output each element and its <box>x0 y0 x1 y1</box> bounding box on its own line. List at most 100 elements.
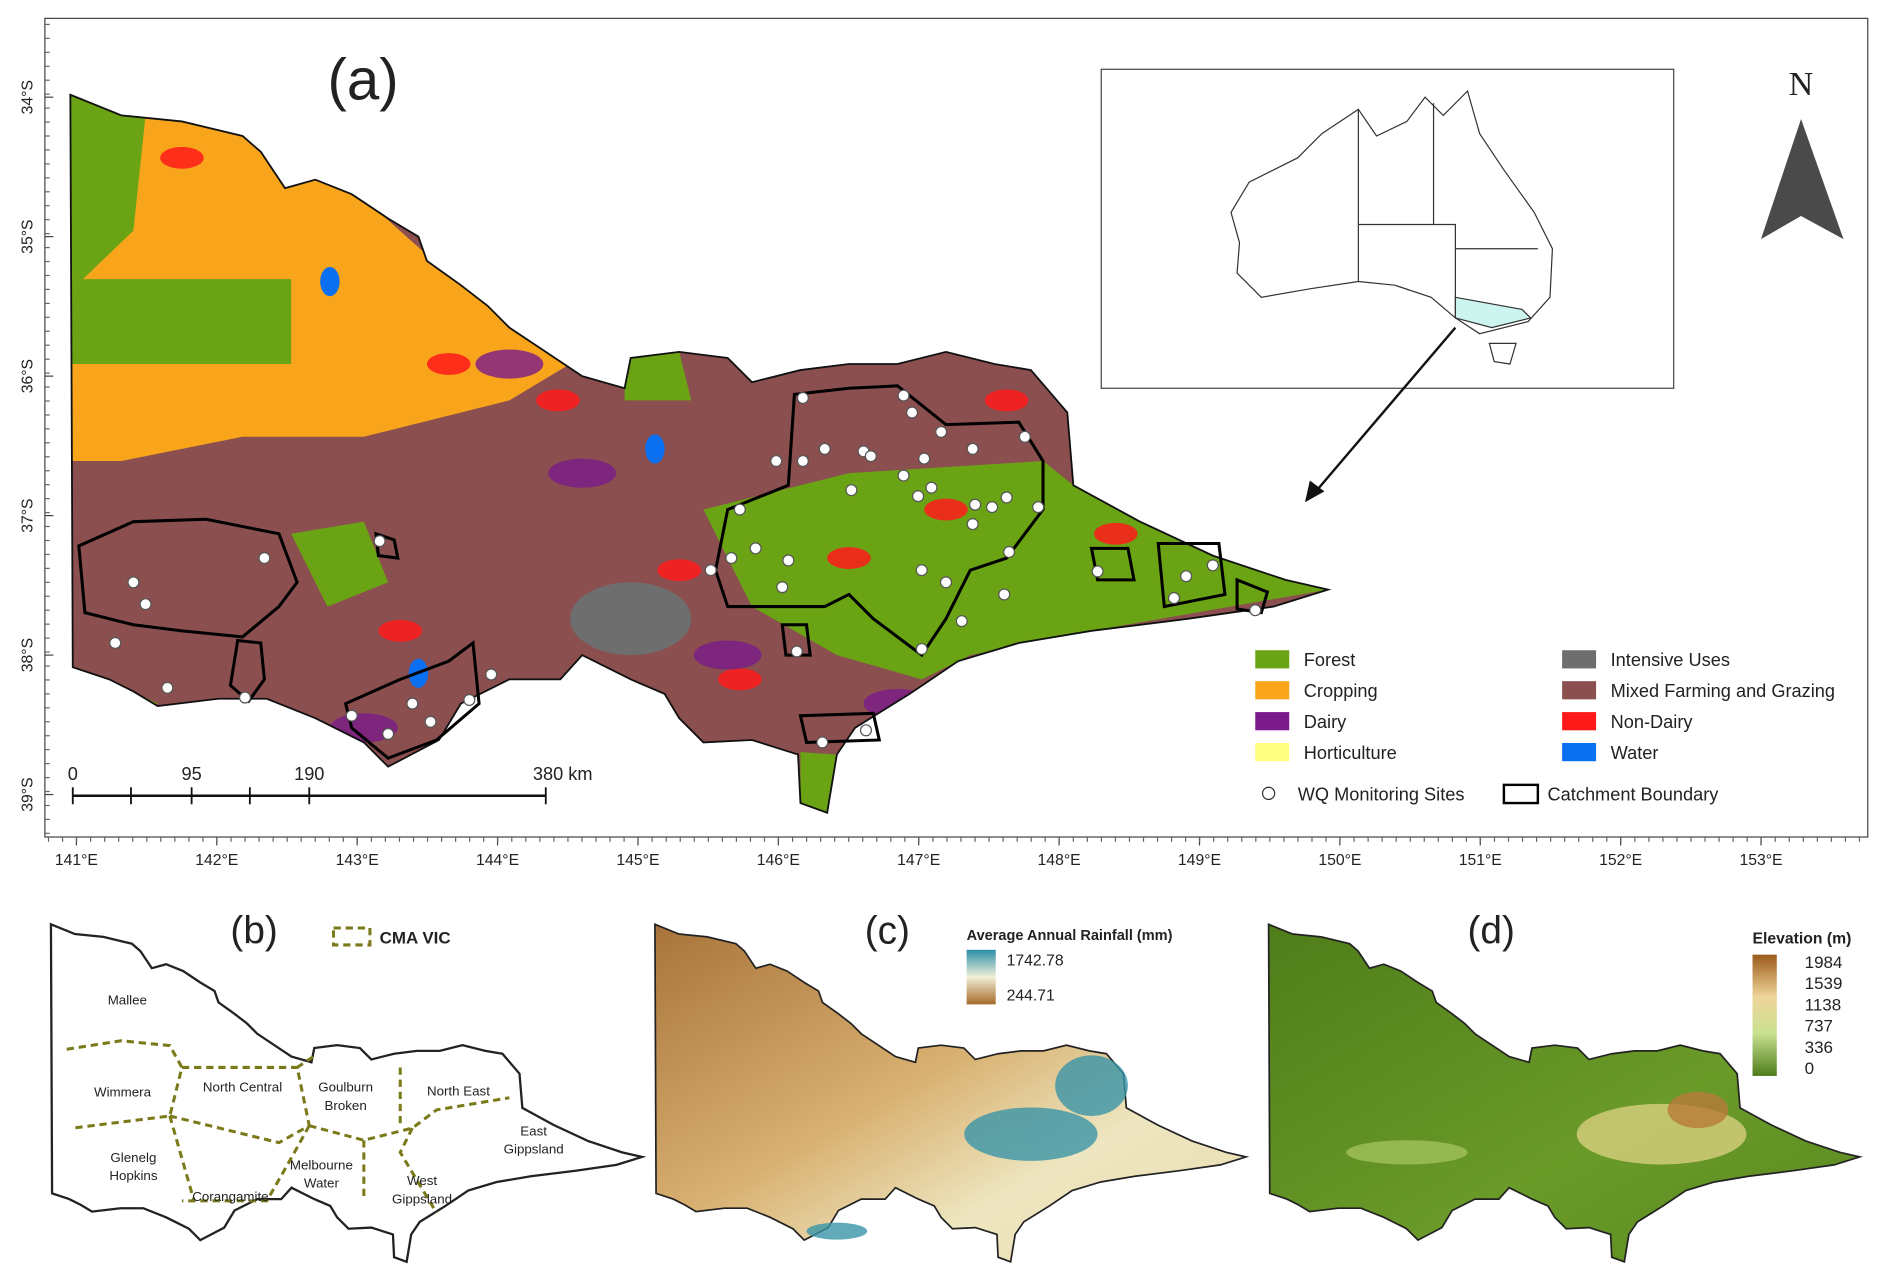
non-dairy <box>984 389 1029 412</box>
wq-site <box>345 709 358 722</box>
wq-site <box>925 481 938 494</box>
lon-label: 149°E <box>1178 852 1221 869</box>
region-label: West <box>407 1173 437 1188</box>
lon-label: 153°E <box>1739 852 1782 869</box>
scale-label: 190 <box>294 764 324 784</box>
colorbar-label: 1984 <box>1805 953 1843 972</box>
cma-boundaries <box>66 1039 510 1214</box>
region-label: Water <box>304 1176 340 1191</box>
lat-label: 39°S <box>20 777 37 811</box>
wq-site <box>1032 501 1045 514</box>
panel-label: (d) <box>1468 910 1515 953</box>
wq-site <box>915 564 928 577</box>
legend-label: Catchment Boundary <box>1548 785 1720 805</box>
lon-label: 144°E <box>476 852 519 869</box>
wq-site <box>1167 592 1181 605</box>
wq-site <box>109 636 122 650</box>
region-label: North Central <box>203 1080 282 1095</box>
legend-label: WQ Monitoring Sites <box>1298 785 1465 805</box>
non-dairy <box>378 619 423 642</box>
dairy <box>548 458 617 488</box>
north-arrow <box>1761 119 1844 240</box>
region-label: East <box>520 1123 547 1138</box>
lon-label: 151°E <box>1459 852 1502 869</box>
wq-site <box>845 484 858 497</box>
regions: Mallee Wimmera North Central Goulburn Broken… <box>94 992 564 1206</box>
colorbar-label: 1742.78 <box>1007 953 1064 970</box>
colorbar-label: 244.71 <box>1007 988 1055 1005</box>
non-dairy <box>426 353 471 375</box>
wq-site <box>966 518 979 531</box>
wq-site <box>463 693 476 707</box>
wq-site <box>1206 559 1219 572</box>
wq-site <box>373 535 386 548</box>
wq-site <box>1018 430 1031 443</box>
lat-label: 38°S <box>20 638 37 672</box>
forest <box>109 521 389 716</box>
wq-site <box>139 598 152 611</box>
lon-label: 145°E <box>616 852 659 869</box>
non-dairy <box>717 668 762 691</box>
non-dairy <box>827 547 871 569</box>
colorbar-label: 737 <box>1805 1017 1833 1036</box>
legend-label: Horticulture <box>1304 743 1397 763</box>
scale-bar: 0 95 190 380 km <box>68 764 593 805</box>
legend-title: Elevation (m) <box>1753 931 1852 948</box>
wq-site <box>733 503 746 516</box>
region-label: Hopkins <box>109 1168 157 1183</box>
north-label: N <box>1789 66 1814 103</box>
legend-label: Dairy <box>1304 712 1347 732</box>
non-dairy <box>657 559 702 582</box>
wq-site <box>127 576 140 589</box>
wq-site <box>796 391 809 405</box>
region-label: Corangamite <box>192 1189 268 1204</box>
wq-site <box>966 442 979 455</box>
pointer-arrow <box>1314 326 1457 493</box>
legend: Forest Cropping Dairy Horticulture Intensive… <box>1255 650 1835 763</box>
catchments <box>77 384 1270 760</box>
colorbar-label: 1539 <box>1805 974 1843 993</box>
non-dairy <box>160 146 204 169</box>
legend-label: CMA VIC <box>380 929 451 948</box>
region-label: Wimmera <box>94 1085 152 1100</box>
water <box>645 434 665 464</box>
wq-site <box>818 442 831 455</box>
scale-label: 95 <box>182 764 202 784</box>
forest <box>70 94 292 365</box>
intensive-uses <box>570 582 692 656</box>
dairy <box>693 640 762 670</box>
wq-site <box>935 425 948 438</box>
lon-label: 141°E <box>55 852 98 869</box>
legend-title: Average Annual Rainfall (mm) <box>967 928 1173 944</box>
wq-site <box>776 581 789 594</box>
colorbar-label: 336 <box>1805 1038 1833 1057</box>
wq-site <box>424 715 437 728</box>
legend-swatch <box>1255 743 1290 762</box>
site-symbol <box>1261 786 1276 801</box>
region-label: North East <box>427 1083 490 1098</box>
wq-site <box>258 551 271 565</box>
wq-site <box>1091 565 1104 578</box>
legend-swatch <box>1562 743 1597 762</box>
colorbar-ticks: 1984 1539 1138 737 336 0 <box>1805 953 1843 1078</box>
wq-site <box>915 642 928 656</box>
legend-swatch <box>1255 650 1290 669</box>
legend-label: Forest <box>1304 650 1356 670</box>
wq-site <box>1003 545 1016 559</box>
catchment-symbol <box>1502 783 1540 805</box>
colorbar <box>1752 954 1777 1076</box>
arrow-head <box>1304 480 1325 503</box>
wq-site <box>485 668 498 681</box>
panel-label: (a) <box>327 48 398 113</box>
wq-site <box>704 564 717 577</box>
dairy <box>475 349 544 379</box>
wq-site <box>796 454 809 468</box>
wq-site <box>725 551 738 565</box>
scale-label: 0 <box>68 764 78 784</box>
wq-site <box>1249 604 1262 617</box>
wq-site <box>406 697 419 710</box>
panel-label: (c) <box>865 910 910 953</box>
wq-site <box>969 498 982 511</box>
cma-symbol <box>332 926 372 947</box>
